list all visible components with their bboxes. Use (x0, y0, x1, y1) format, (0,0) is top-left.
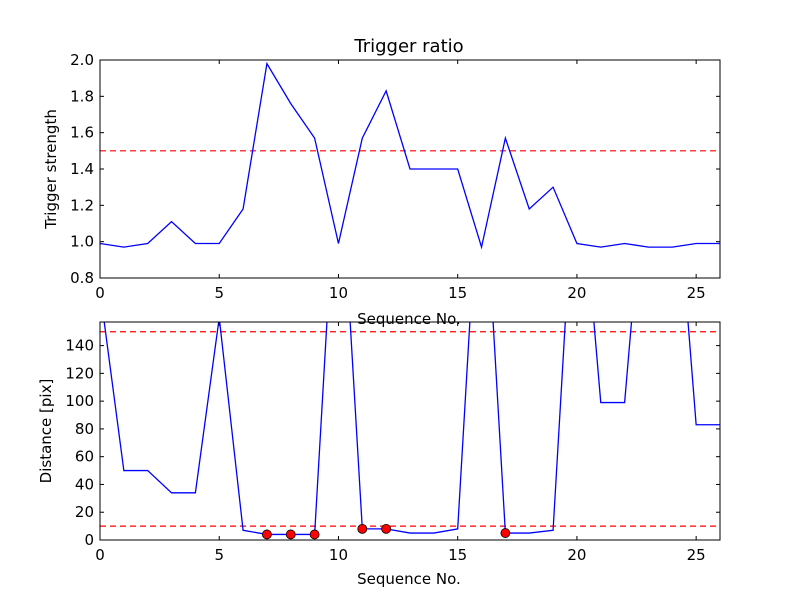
top-x-tick-label: 20 (567, 284, 586, 302)
bottom-x-axis-label: Sequence No. (357, 570, 461, 588)
top-x-tick-label: 0 (95, 284, 105, 302)
top-y-axis-label: Trigger strength (42, 109, 60, 230)
top-y-tick-label: 1.0 (70, 233, 94, 251)
top-x-tick-label: 25 (687, 284, 706, 302)
top-y-tick-label: 1.4 (70, 160, 94, 178)
top-x-axis-label: Sequence No. (357, 310, 461, 328)
top-y-tick-label: 1.6 (70, 124, 94, 142)
top-panel: Trigger ratio 0 5 10 15 20 25 0.8 1.0 1.2 1.4 1.6 1… (42, 36, 721, 328)
top-y-tick-label: 0.8 (70, 269, 94, 287)
bottom-axes-frame (99, 321, 721, 541)
bottom-marker-3 (357, 523, 368, 534)
bottom-y-tick-label: 0 (84, 531, 94, 549)
top-series-line (100, 61, 720, 250)
bottom-x-tick-label: 20 (567, 546, 586, 564)
top-title: Trigger ratio (353, 36, 463, 57)
bottom-y-tick-label: 120 (65, 364, 94, 382)
bottom-series-line (103, 322, 720, 536)
bottom-y-tick-label: 40 (75, 475, 94, 493)
top-y-tick-label: 1.2 (70, 196, 94, 214)
bottom-x-tick-label: 5 (214, 546, 224, 564)
top-x-tick-label: 10 (329, 284, 348, 302)
bottom-plot-area: 0 5 10 15 20 25 0 20 40 60 80 100 120 140 (65, 321, 721, 564)
bottom-marker-0 (262, 529, 272, 540)
bottom-x-tick-label: 25 (687, 546, 706, 564)
top-y-tick-label: 2.0 (70, 51, 94, 69)
bottom-x-tick-label: 10 (329, 546, 348, 564)
top-plot-area: 0 5 10 15 20 25 0.8 1.0 1.2 1.4 1.6 1.8 2.0 (70, 51, 721, 302)
bottom-marker-2 (309, 529, 320, 540)
bottom-marker-5 (500, 528, 511, 538)
bottom-marker-1 (285, 529, 296, 540)
bottom-marker-4 (381, 523, 392, 534)
top-y-tick-label: 1.8 (70, 87, 94, 105)
bottom-x-tick-label: 15 (448, 546, 467, 564)
top-x-tick-label: 15 (448, 284, 467, 302)
bottom-y-tick-label: 60 (75, 448, 94, 466)
bottom-y-tick-label: 20 (75, 503, 94, 521)
bottom-y-tick-label: 100 (65, 392, 94, 410)
bottom-y-tick-label: 80 (75, 420, 94, 438)
top-x-tick-label: 5 (214, 284, 224, 302)
bottom-x-tick-label: 0 (95, 546, 105, 564)
bottom-y-axis-label: Distance [pix] (37, 379, 55, 484)
bottom-panel: 0 5 10 15 20 25 0 20 40 60 80 100 120 140 Sequence No… (37, 321, 721, 588)
bottom-y-tick-label: 140 (65, 337, 94, 355)
